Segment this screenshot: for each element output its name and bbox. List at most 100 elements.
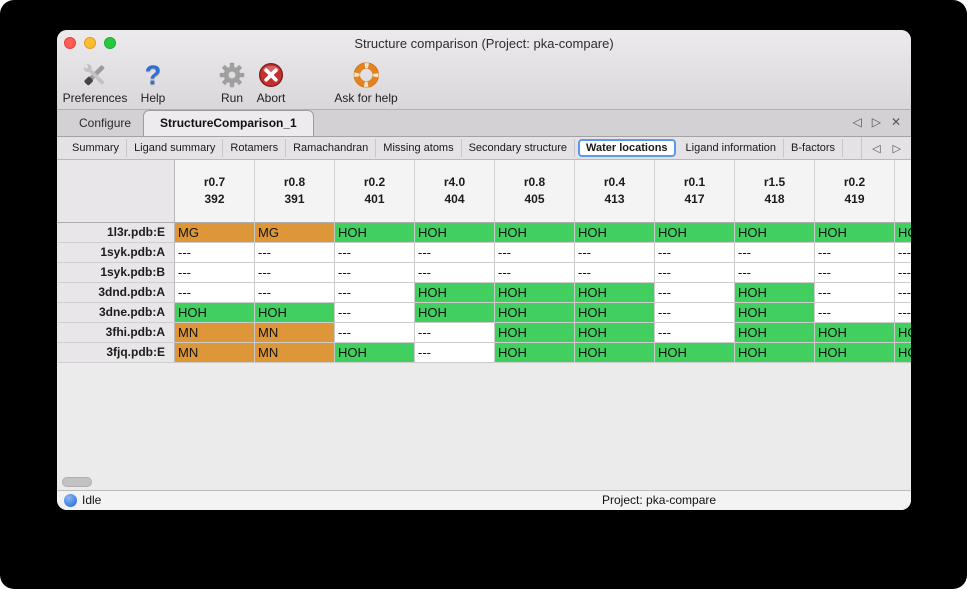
table-cell[interactable]: HOH (895, 323, 911, 343)
tab-next-button[interactable]: ▷ (871, 115, 881, 129)
table-cell[interactable]: --- (895, 243, 911, 263)
table-cell[interactable]: --- (655, 283, 735, 303)
row-header[interactable]: 3fhi.pdb:A (57, 323, 175, 343)
column-header[interactable]: r0.2 419 (815, 160, 895, 223)
table-cell[interactable]: --- (415, 263, 495, 283)
table-cell[interactable]: --- (815, 283, 895, 303)
table-cell[interactable]: --- (415, 343, 495, 363)
table-cell[interactable]: MG (255, 223, 335, 243)
table-cell[interactable]: HOH (415, 283, 495, 303)
column-header[interactable]: r0.7 392 (175, 160, 255, 223)
table-cell[interactable]: MN (175, 323, 255, 343)
table-cell[interactable]: --- (255, 283, 335, 303)
table-cell[interactable]: --- (335, 283, 415, 303)
table-cell[interactable]: --- (495, 243, 575, 263)
table-cell[interactable]: MN (255, 343, 335, 363)
minimize-window-button[interactable] (84, 37, 96, 49)
tab-configure[interactable]: Configure (79, 116, 132, 130)
zoom-window-button[interactable] (104, 37, 116, 49)
table-cell[interactable]: HOH (335, 343, 415, 363)
table-cell[interactable]: --- (175, 263, 255, 283)
table-cell[interactable]: HOH (495, 223, 575, 243)
table-cell[interactable]: --- (895, 303, 911, 323)
table-cell[interactable]: --- (815, 303, 895, 323)
table-cell[interactable]: HOH (655, 343, 735, 363)
subtab-secondary-structure[interactable]: Secondary structure (462, 139, 576, 157)
row-header[interactable]: 1syk.pdb:A (57, 243, 175, 263)
table-cell[interactable]: --- (815, 243, 895, 263)
table-cell[interactable]: MG (175, 223, 255, 243)
subtab-next-button[interactable]: ▷ (892, 142, 901, 155)
help-button[interactable]: ? Help (138, 60, 168, 105)
table-cell[interactable]: --- (575, 243, 655, 263)
column-header[interactable]: r0.4 413 (575, 160, 655, 223)
column-header[interactable]: r0.8 405 (495, 160, 575, 223)
column-header[interactable]: r0.8 391 (255, 160, 335, 223)
table-cell[interactable]: HOH (575, 343, 655, 363)
table-cell[interactable]: HOH (415, 223, 495, 243)
table-cell[interactable]: --- (255, 263, 335, 283)
table-cell[interactable]: --- (655, 303, 735, 323)
subtab-ramachandran[interactable]: Ramachandran (286, 139, 377, 157)
table-cell[interactable]: --- (735, 243, 815, 263)
row-header[interactable]: 3dnd.pdb:A (57, 283, 175, 303)
table-cell[interactable]: --- (735, 263, 815, 283)
table-cell[interactable]: --- (575, 263, 655, 283)
subtab-water-locations[interactable]: Water locations (578, 139, 676, 157)
table-cell[interactable]: --- (415, 323, 495, 343)
hscrollbar-track[interactable] (57, 470, 911, 490)
table-cell[interactable]: HOH (175, 303, 255, 323)
table-cell[interactable]: HOH (735, 343, 815, 363)
table-cell[interactable]: HOH (495, 303, 575, 323)
row-header[interactable]: 1syk.pdb:B (57, 263, 175, 283)
table-cell[interactable]: --- (335, 303, 415, 323)
table-cell[interactable]: HOH (415, 303, 495, 323)
subtab-ligand-information[interactable]: Ligand information (679, 139, 785, 157)
table-cell[interactable]: HOH (895, 223, 911, 243)
table-cell[interactable]: HOH (575, 223, 655, 243)
column-header[interactable]: r0.1 417 (655, 160, 735, 223)
subtab-b-factors[interactable]: B-factors (784, 139, 844, 157)
row-header[interactable]: 1l3r.pdb:E (57, 223, 175, 243)
table-cell[interactable]: HOH (815, 223, 895, 243)
table-cell[interactable]: HOH (655, 223, 735, 243)
run-button[interactable]: Run (217, 60, 247, 105)
table-cell[interactable]: --- (175, 283, 255, 303)
table-cell[interactable]: HOH (575, 323, 655, 343)
table-cell[interactable]: HOH (575, 283, 655, 303)
tab-close-button[interactable]: ✕ (890, 115, 901, 129)
table-cell[interactable]: HOH (495, 323, 575, 343)
subtab-prev-button[interactable]: ◁ (872, 142, 881, 155)
tab-structure-comparison-1[interactable]: StructureComparison_1 (143, 110, 314, 136)
subtab-summary[interactable]: Summary (65, 139, 128, 157)
table-cell[interactable]: HOH (575, 303, 655, 323)
table-cell[interactable]: --- (335, 323, 415, 343)
table-cell[interactable]: HOH (255, 303, 335, 323)
table-cell[interactable]: --- (495, 263, 575, 283)
abort-button[interactable]: Abort (256, 60, 286, 105)
column-header[interactable] (895, 160, 911, 223)
table-cell[interactable]: MN (175, 343, 255, 363)
table-cell[interactable]: HOH (815, 343, 895, 363)
table-cell[interactable]: --- (335, 243, 415, 263)
row-header[interactable]: 3dne.pdb:A (57, 303, 175, 323)
table-cell[interactable]: --- (255, 243, 335, 263)
ask-for-help-button[interactable]: Ask for help (334, 60, 398, 105)
subtab-missing-atoms[interactable]: Missing atoms (376, 139, 462, 157)
table-cell[interactable]: --- (415, 243, 495, 263)
table-cell[interactable]: --- (655, 263, 735, 283)
table-cell[interactable]: HOH (735, 223, 815, 243)
table-cell[interactable]: --- (895, 263, 911, 283)
hscrollbar-thumb[interactable] (62, 477, 92, 487)
table-cell[interactable]: HOH (495, 283, 575, 303)
subtab-ligand-summary[interactable]: Ligand summary (127, 139, 224, 157)
table-cell[interactable]: HOH (815, 323, 895, 343)
table-cell[interactable]: HOH (335, 223, 415, 243)
column-header[interactable]: r1.5 418 (735, 160, 815, 223)
table-cell[interactable]: MN (255, 323, 335, 343)
table-cell[interactable]: --- (815, 263, 895, 283)
table-cell[interactable]: --- (335, 263, 415, 283)
subtab-rotamers[interactable]: Rotamers (223, 139, 287, 157)
table-cell[interactable]: --- (175, 243, 255, 263)
table-cell[interactable]: --- (895, 283, 911, 303)
